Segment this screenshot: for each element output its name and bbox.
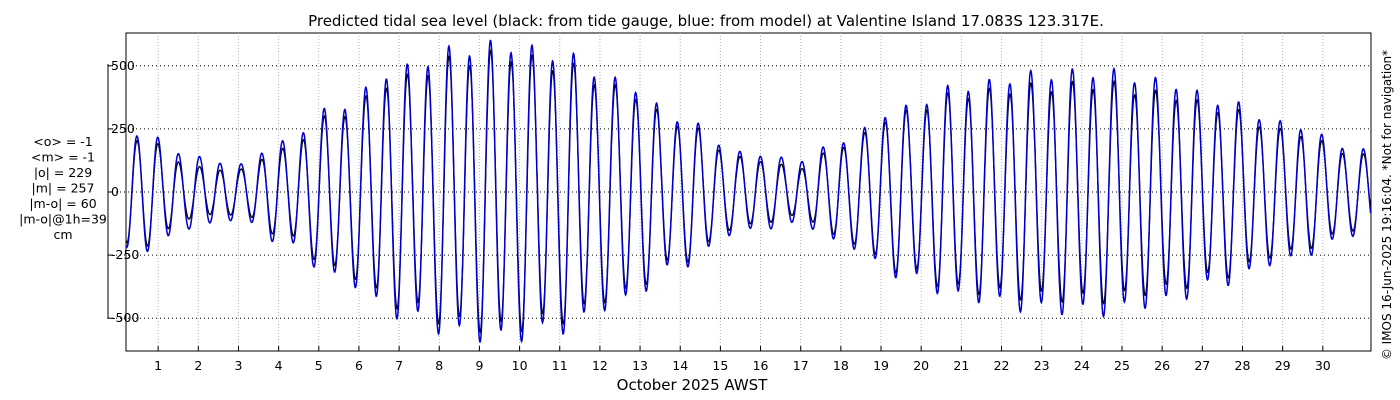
x-tick-label: 23 (1034, 358, 1050, 373)
x-tick-label: 16 (753, 358, 769, 373)
x-tick-label: 7 (395, 358, 403, 373)
x-tick-label: 15 (712, 358, 728, 373)
x-tick-label: 28 (1235, 358, 1251, 373)
x-tick-label: 8 (435, 358, 443, 373)
x-tick-label: 3 (234, 358, 242, 373)
y-tick-label: 500 (111, 58, 135, 73)
series-line-gauge (125, 49, 1372, 334)
x-tick-label: 26 (1154, 358, 1170, 373)
stats-line: |m| = 257 (32, 181, 95, 196)
x-tick-label: 22 (994, 358, 1010, 373)
chart-title: Predicted tidal sea level (black: from t… (308, 12, 1104, 30)
stats-line: |m-o| = 60 (29, 196, 96, 211)
x-tick-label: 4 (275, 358, 283, 373)
x-tick-label: 2 (194, 358, 202, 373)
x-tick-label: 13 (632, 358, 648, 373)
y-tick-label: -250 (111, 247, 139, 262)
stats-line: |o| = 229 (34, 165, 92, 180)
stats-box: <o> = -1<m> = -1|o| = 229|m| = 257|m-o| … (19, 134, 107, 242)
stats-line: <o> = -1 (33, 134, 92, 149)
stats-line: cm (53, 227, 72, 242)
plot-frame (125, 32, 1372, 352)
x-tick-label: 6 (355, 358, 363, 373)
y-tick-label: 0 (111, 184, 119, 199)
x-tick-label: 19 (873, 358, 889, 373)
x-tick-label: 1 (154, 358, 162, 373)
x-tick-label: 29 (1275, 358, 1291, 373)
stats-line: <m> = -1 (31, 150, 95, 165)
x-tick-label: 10 (512, 358, 528, 373)
x-tick-label: 21 (953, 358, 969, 373)
y-tick-label: -500 (111, 310, 139, 325)
x-tick-label: 17 (793, 358, 809, 373)
x-tick-label: 30 (1315, 358, 1331, 373)
y-tick-layer: 500 250 0 -250 -500 (108, 58, 139, 325)
x-tick-layer: 1 2 3 4 5 6 7 8 9 10 11 12 13 14 15 16 17 18 19 20 21 22 23 24 2… (154, 346, 1331, 373)
series-layer (125, 39, 1372, 344)
x-tick-label: 5 (315, 358, 323, 373)
x-tick-label: 24 (1074, 358, 1090, 373)
stats-line: |m-o|@1h=39 (19, 212, 107, 227)
credit-text: © IMOS 16-Jun-2025 19:16:04. *Not for na… (1380, 50, 1394, 360)
x-tick-label: 20 (913, 358, 929, 373)
series-line-model (125, 39, 1372, 344)
x-tick-label: 11 (552, 358, 568, 373)
y-tick-label: 250 (111, 121, 135, 136)
x-tick-label: 9 (475, 358, 483, 373)
x-tick-label: 12 (592, 358, 608, 373)
x-tick-label: 27 (1194, 358, 1210, 373)
x-tick-label: 18 (833, 358, 849, 373)
x-axis-label: October 2025 AWST (617, 376, 769, 394)
x-tick-label: 14 (672, 358, 688, 373)
x-tick-label: 25 (1114, 358, 1130, 373)
